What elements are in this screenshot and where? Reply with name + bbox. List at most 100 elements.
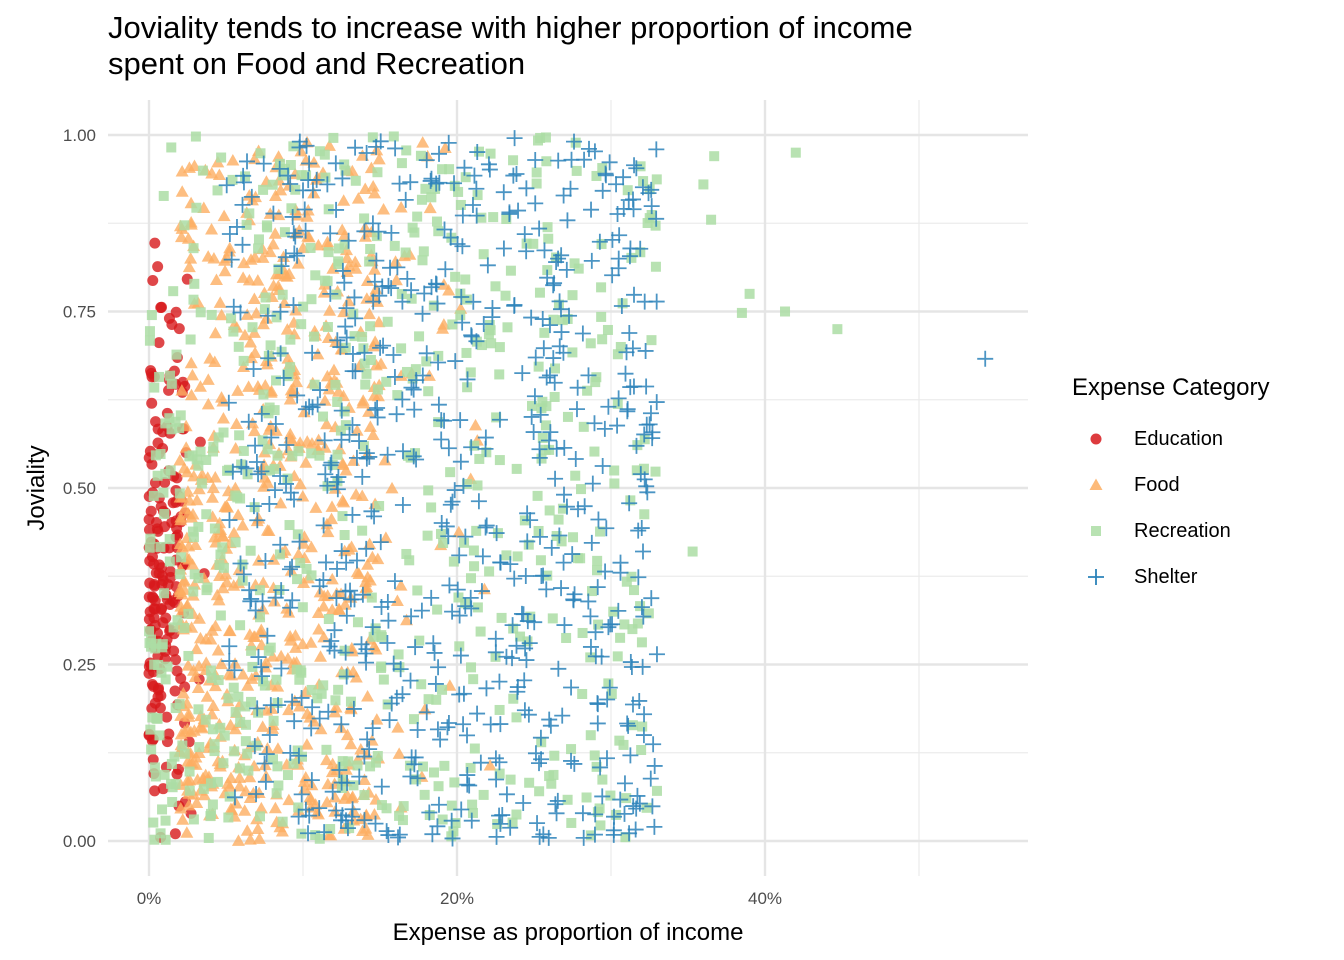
point-shelter xyxy=(636,426,653,443)
point-shelter xyxy=(643,198,660,215)
point-recreation xyxy=(358,343,369,354)
point-shelter xyxy=(235,174,252,191)
point-shelter xyxy=(446,175,463,192)
point-recreation xyxy=(193,460,204,471)
point-shelter xyxy=(297,401,314,418)
point-shelter xyxy=(329,481,346,498)
point-food xyxy=(221,501,235,513)
point-shelter xyxy=(541,711,558,728)
point-recreation xyxy=(337,511,348,522)
point-recreation xyxy=(532,490,543,501)
point-recreation xyxy=(206,309,217,320)
point-shelter xyxy=(333,716,350,733)
point-shelter xyxy=(449,236,466,253)
point-recreation xyxy=(294,674,305,685)
point-food xyxy=(176,813,190,825)
point-shelter xyxy=(322,285,339,302)
point-recreation xyxy=(556,536,567,547)
point-shelter xyxy=(405,448,422,465)
point-food xyxy=(208,355,222,368)
point-shelter xyxy=(554,707,571,724)
point-recreation xyxy=(635,601,646,612)
point-recreation xyxy=(581,792,592,803)
point-shelter xyxy=(315,517,332,534)
point-recreation xyxy=(145,533,156,544)
point-recreation xyxy=(365,321,376,332)
point-shelter xyxy=(517,568,534,585)
point-shelter xyxy=(272,345,289,362)
point-shelter xyxy=(275,369,292,386)
point-recreation xyxy=(410,364,421,375)
point-recreation xyxy=(537,432,548,443)
point-recreation xyxy=(169,751,180,762)
point-recreation xyxy=(596,282,607,293)
point-food xyxy=(312,622,326,635)
point-recreation xyxy=(174,569,185,580)
point-recreation xyxy=(194,742,205,753)
point-shelter xyxy=(550,152,567,169)
point-recreation xyxy=(589,750,600,761)
point-shelter xyxy=(495,184,512,201)
point-food xyxy=(183,756,197,769)
point-recreation xyxy=(265,340,276,351)
point-food xyxy=(259,312,273,324)
point-recreation xyxy=(411,774,422,785)
point-shelter xyxy=(357,645,374,662)
point-recreation xyxy=(549,750,560,761)
point-recreation xyxy=(337,756,348,767)
point-food xyxy=(348,255,362,267)
point-recreation xyxy=(285,362,296,373)
point-shelter xyxy=(629,787,646,804)
point-recreation xyxy=(542,222,553,233)
point-recreation xyxy=(637,721,648,732)
point-recreation xyxy=(562,794,573,805)
point-shelter xyxy=(328,590,345,607)
point-shelter xyxy=(468,180,485,197)
point-food xyxy=(300,738,314,750)
point-food xyxy=(207,252,221,264)
point-recreation xyxy=(467,799,478,810)
y-axis-title: Joviality xyxy=(23,445,50,530)
point-shelter xyxy=(447,353,464,370)
point-shelter xyxy=(631,692,648,709)
point-shelter xyxy=(465,293,482,310)
point-food xyxy=(337,792,351,804)
point-shelter xyxy=(427,675,444,692)
point-recreation xyxy=(400,247,411,258)
point-shelter xyxy=(430,659,447,676)
point-food xyxy=(304,540,318,553)
point-recreation xyxy=(462,479,473,490)
point-recreation xyxy=(145,724,156,735)
point-recreation xyxy=(285,334,296,345)
point-shelter xyxy=(506,570,523,587)
point-recreation xyxy=(188,294,199,305)
point-food xyxy=(363,420,377,432)
point-shelter xyxy=(621,325,638,342)
point-shelter xyxy=(555,554,572,571)
point-shelter xyxy=(470,493,487,510)
point-food xyxy=(182,260,196,273)
point-shelter xyxy=(604,616,621,633)
point-shelter xyxy=(329,332,346,349)
point-shelter xyxy=(531,828,548,845)
point-recreation xyxy=(309,331,320,342)
point-food xyxy=(324,828,338,841)
point-shelter xyxy=(428,175,445,192)
point-recreation xyxy=(322,276,333,287)
point-shelter xyxy=(333,543,350,560)
point-food xyxy=(190,796,204,809)
point-recreation xyxy=(382,316,393,327)
point-shelter xyxy=(333,812,350,829)
point-recreation xyxy=(372,751,383,762)
point-shelter xyxy=(405,381,422,398)
point-recreation xyxy=(261,220,272,231)
point-shelter xyxy=(527,152,544,169)
point-shelter xyxy=(338,300,355,317)
point-recreation xyxy=(158,487,169,498)
point-shelter xyxy=(414,305,431,322)
point-shelter xyxy=(612,564,629,581)
point-shelter xyxy=(488,525,505,542)
point-recreation xyxy=(168,622,179,633)
point-food xyxy=(263,245,277,258)
point-shelter xyxy=(491,754,508,771)
